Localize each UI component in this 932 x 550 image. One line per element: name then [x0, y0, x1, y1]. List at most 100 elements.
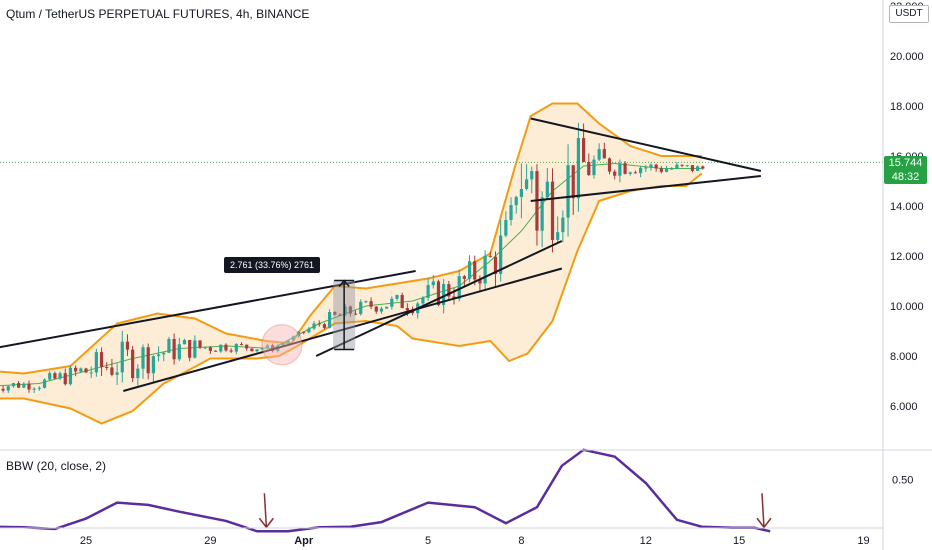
candle-body	[524, 179, 529, 189]
candle-body	[644, 167, 648, 169]
candle-body	[74, 367, 78, 372]
candle-body	[229, 350, 233, 352]
trendline	[530, 117, 762, 172]
candle-body	[99, 352, 104, 367]
bbw-pane	[0, 448, 772, 533]
trendline	[530, 175, 761, 202]
candle-body	[628, 172, 632, 174]
candle-body	[359, 301, 363, 314]
candle-body	[364, 301, 368, 303]
candle-body	[561, 217, 565, 233]
candle-body	[587, 161, 591, 176]
candle-body	[203, 347, 207, 349]
candle-body	[328, 312, 332, 328]
candle-body	[343, 306, 347, 316]
time-tick-label: 8	[518, 535, 524, 547]
candle-body	[11, 383, 16, 387]
candle-body	[571, 165, 575, 199]
candle-body	[317, 323, 321, 325]
candle-body	[545, 181, 549, 198]
price-tick-label: 10.000	[890, 301, 924, 313]
price-tick-label: 8.000	[890, 351, 918, 363]
candle-body	[488, 255, 492, 257]
candle-body	[22, 383, 26, 388]
indicator-title: BBW (20, close, 2)	[6, 459, 107, 473]
time-tick-label: 25	[80, 535, 92, 547]
candle-body	[94, 352, 98, 373]
time-tick-label: 5	[425, 535, 431, 547]
candle-body	[540, 197, 544, 231]
candle-body	[42, 379, 47, 388]
candle-body	[131, 349, 135, 379]
price-tick-label: 14.000	[890, 201, 924, 213]
candle-body	[675, 164, 679, 169]
bbw-line	[0, 448, 771, 533]
candle-body	[348, 306, 352, 314]
candle-body	[281, 343, 285, 346]
candle-body	[79, 368, 83, 372]
candle-body	[27, 383, 31, 390]
candle-body	[250, 348, 254, 352]
candle-body	[125, 341, 130, 350]
time-tick-label: 12	[640, 535, 652, 547]
candle-body	[151, 356, 155, 374]
candle-body	[245, 344, 249, 349]
candle-body	[493, 256, 498, 274]
candle-body	[156, 354, 161, 357]
candle-body	[48, 373, 52, 380]
candle-body	[607, 158, 612, 172]
candle-body	[239, 344, 244, 346]
currency-badge[interactable]: USDT	[889, 5, 929, 23]
candle-body	[37, 387, 41, 389]
last-price-tag: 15.744 48:32	[884, 156, 927, 184]
price-tick-label: 6.000	[890, 401, 918, 413]
candle-body	[374, 306, 378, 312]
candle-body	[514, 196, 518, 206]
bar-countdown: 48:32	[891, 171, 920, 183]
trendline	[315, 240, 563, 357]
annotation-arrowhead	[756, 517, 772, 529]
candle-body	[447, 284, 451, 297]
candle-body	[167, 339, 171, 353]
candle-body	[271, 345, 275, 352]
price-pane	[0, 102, 883, 425]
candle-body	[353, 313, 358, 315]
measure-label: 2.761 (33.76%) 2761	[224, 257, 321, 273]
candle-body	[623, 163, 627, 174]
candle-body	[32, 388, 36, 390]
candle-body	[17, 383, 21, 388]
time-tick-label: Apr	[294, 535, 314, 547]
candle-body	[696, 166, 700, 171]
candle-body	[146, 347, 150, 374]
candle-body	[473, 261, 477, 280]
candle-body	[509, 205, 513, 220]
candle-body	[208, 347, 212, 351]
candle-body	[291, 336, 295, 341]
candle-body	[322, 324, 327, 328]
candle-body	[369, 301, 373, 307]
candle-body	[421, 297, 425, 304]
candle-body	[613, 171, 617, 176]
candle-body	[582, 138, 586, 162]
chart-title: Qtum / TetherUS PERPETUAL FUTURES, 4h, B…	[6, 7, 310, 21]
candle-body	[302, 331, 306, 333]
candle-body	[105, 366, 109, 368]
candle-body	[58, 373, 62, 379]
candle-body	[307, 328, 311, 333]
candle-body	[260, 348, 264, 350]
candle-body	[177, 344, 181, 360]
last-price: 15.744	[888, 157, 923, 169]
candle-body	[649, 164, 653, 168]
candle-body	[63, 373, 67, 385]
candle-body	[162, 352, 166, 355]
candle-body	[499, 235, 503, 274]
candle-body	[198, 340, 202, 348]
candle-body	[597, 149, 601, 160]
candle-body	[395, 295, 399, 299]
price-tick-label: 18.000	[890, 101, 924, 113]
candle-body	[89, 372, 93, 374]
candle-body	[701, 166, 705, 169]
candle-body	[385, 306, 389, 309]
candle-body	[1, 388, 5, 391]
